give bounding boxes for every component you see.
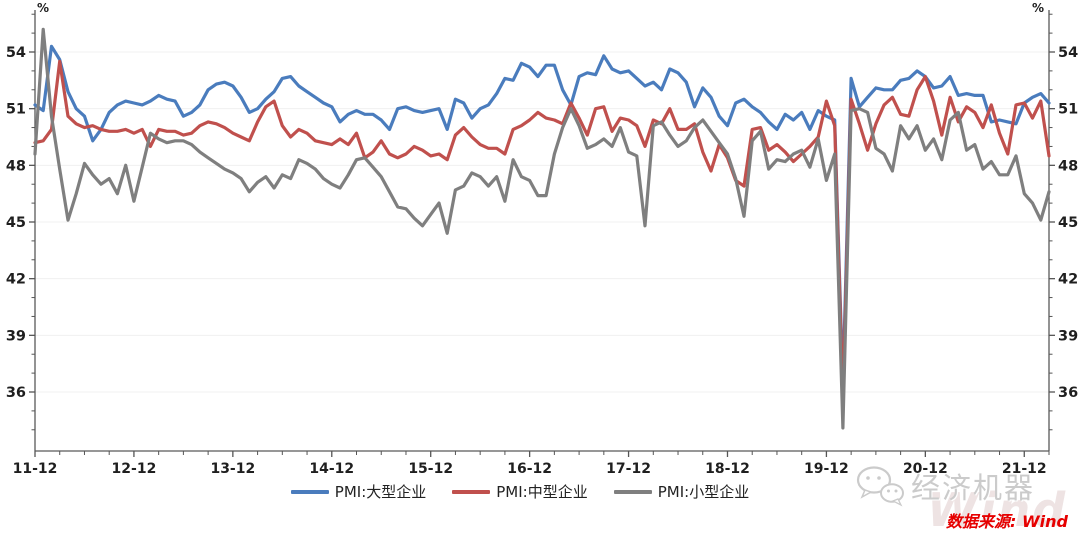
y-tick-label: 39 xyxy=(6,328,26,344)
y-tick-label: 42 xyxy=(1058,272,1078,288)
y-tick-label: 48 xyxy=(1058,158,1078,174)
legend-label-medium: PMI:中型企业 xyxy=(496,483,588,501)
y-tick-label: 39 xyxy=(1058,328,1078,344)
data-source-label: 数据来源: Wind xyxy=(946,512,1068,531)
y-axis-unit-right: % xyxy=(1032,1,1045,15)
x-tick-label: 16-12 xyxy=(507,461,552,477)
y-tick-label: 45 xyxy=(6,215,26,231)
legend-label-small: PMI:小型企业 xyxy=(657,483,750,501)
x-tick-label: 14-12 xyxy=(309,461,354,477)
legend-item-small-enterprise: PMI:小型企业 xyxy=(613,481,750,502)
y-tick-label: 36 xyxy=(6,385,26,401)
y-axis-unit-left: % xyxy=(37,1,50,15)
x-tick-label: 12-12 xyxy=(112,461,157,477)
series-line-2 xyxy=(33,27,1051,430)
y-tick-label: 42 xyxy=(6,272,26,288)
x-tick-label: 21-12 xyxy=(1002,461,1047,477)
x-tick-label: 17-12 xyxy=(606,461,651,477)
x-tick-label: 13-12 xyxy=(210,461,255,477)
x-tick-label: 18-12 xyxy=(705,461,750,477)
legend-line-small xyxy=(613,489,652,494)
y-tick-label: 48 xyxy=(6,158,26,174)
legend-item-medium-enterprise: PMI:中型企业 xyxy=(452,481,588,502)
y-tick-label: 51 xyxy=(1058,102,1078,118)
legend-line-large xyxy=(290,489,329,494)
y-tick-label: 54 xyxy=(6,45,26,61)
legend-line-medium xyxy=(452,489,491,494)
y-tick-label: 54 xyxy=(1058,45,1078,61)
x-tick-label: 19-12 xyxy=(804,461,849,477)
y-tick-label: 45 xyxy=(1058,215,1078,231)
y-tick-label: 51 xyxy=(6,102,26,118)
chart-legend: PMI:大型企业 PMI:中型企业 PMI:小型企业 xyxy=(0,481,1040,502)
y-tick-label: 36 xyxy=(1058,385,1078,401)
x-tick-label: 20-12 xyxy=(903,461,948,477)
legend-item-large-enterprise: PMI:大型企业 xyxy=(290,481,427,502)
x-tick-label: 15-12 xyxy=(408,461,453,477)
series-line-0 xyxy=(33,44,1051,388)
x-tick-label: 11-12 xyxy=(13,461,58,477)
series-line-1 xyxy=(33,59,1051,403)
legend-label-large: PMI:大型企业 xyxy=(334,483,427,501)
